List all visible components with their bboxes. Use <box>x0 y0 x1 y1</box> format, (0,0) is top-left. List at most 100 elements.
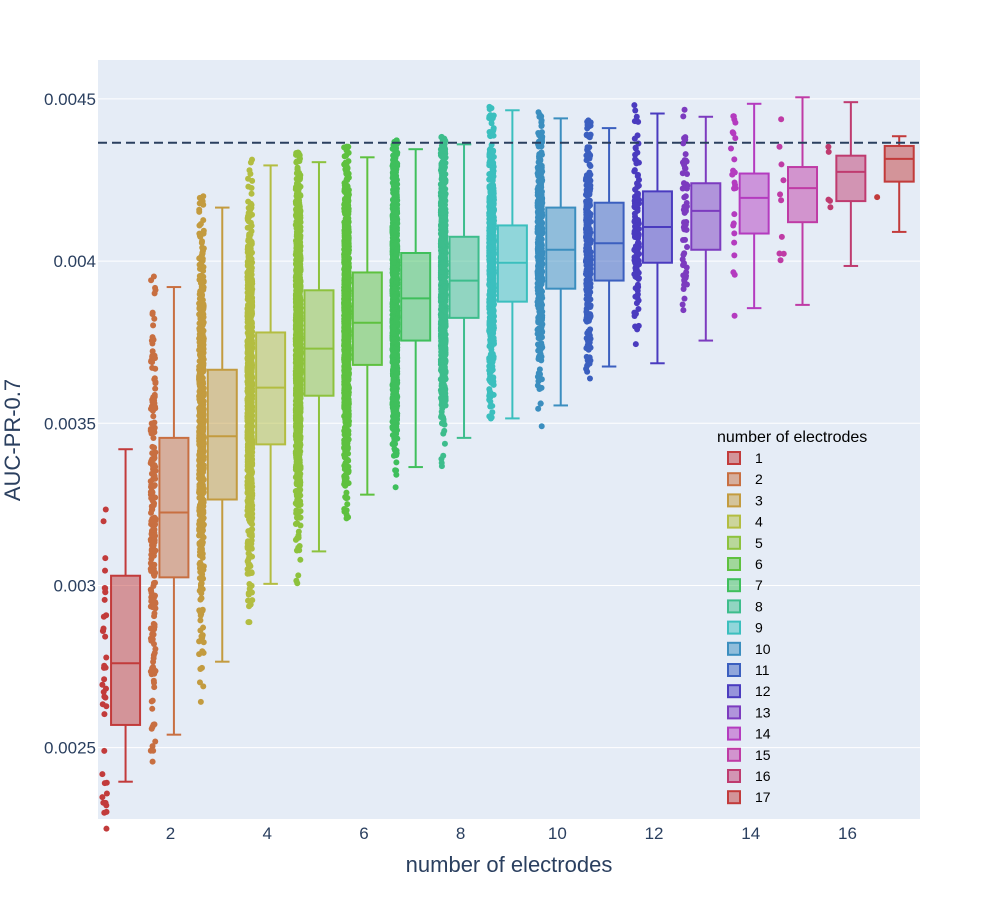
jitter-point <box>293 577 300 584</box>
jitter-point <box>344 392 351 399</box>
jitter-point <box>197 665 204 672</box>
jitter-point <box>295 528 302 535</box>
jitter-point <box>345 191 352 198</box>
y-tick-label: 0.003 <box>53 576 96 595</box>
jitter-point <box>293 206 300 213</box>
jitter-point <box>245 453 252 460</box>
jitter-point <box>147 560 154 567</box>
jitter-point <box>245 619 252 626</box>
jitter-point <box>100 613 107 620</box>
jitter-point <box>101 676 108 683</box>
jitter-point <box>292 274 299 281</box>
jitter-point <box>342 383 349 390</box>
jitter-point <box>101 780 108 787</box>
jitter-point <box>248 190 255 197</box>
jitter-point <box>151 355 158 362</box>
jitter-point <box>196 194 203 201</box>
jitter-point <box>197 559 204 566</box>
jitter-point <box>246 488 253 495</box>
jitter-point <box>101 662 108 669</box>
jitter-point <box>199 474 206 481</box>
jitter-point <box>148 358 155 365</box>
jitter-point <box>102 633 109 640</box>
x-tick-label: 4 <box>263 824 272 843</box>
jitter-point <box>341 352 348 359</box>
jitter-point <box>245 327 252 334</box>
jitter-point <box>151 621 158 628</box>
jitter-point <box>149 705 156 712</box>
jitter-point <box>196 587 203 594</box>
jitter-point <box>295 349 302 356</box>
jitter-point <box>345 397 352 404</box>
x-tick-label: 12 <box>645 824 664 843</box>
jitter-point <box>102 506 109 513</box>
jitter-point <box>150 322 157 329</box>
jitter-point <box>295 534 302 541</box>
jitter-point <box>147 405 154 412</box>
jitter-point <box>295 367 302 374</box>
x-tick-label: 16 <box>838 824 857 843</box>
jitter-point <box>198 595 205 602</box>
jitter-point <box>150 655 157 662</box>
jitter-point <box>196 272 203 279</box>
jitter-point <box>100 689 107 696</box>
jitter-point <box>245 284 252 291</box>
jitter-point <box>343 489 350 496</box>
jitter-point <box>344 445 351 452</box>
jitter-point <box>246 259 253 266</box>
jitter-point <box>101 711 108 718</box>
jitter-point <box>344 183 351 190</box>
jitter-point <box>102 567 109 574</box>
jitter-point <box>199 567 206 574</box>
jitter-point <box>149 443 156 450</box>
jitter-point <box>245 416 252 423</box>
jitter-point <box>246 469 253 476</box>
jitter-point <box>247 159 254 166</box>
jitter-point <box>247 540 254 547</box>
jitter-point <box>345 428 352 435</box>
jitter-point <box>147 489 154 496</box>
jitter-point <box>149 334 156 341</box>
jitter-point <box>151 666 158 673</box>
jitter-point <box>149 540 156 547</box>
jitter-point <box>149 532 156 539</box>
jitter-point <box>297 340 304 347</box>
jitter-point <box>344 367 351 374</box>
jitter-point <box>196 200 203 207</box>
jitter-point <box>151 315 158 322</box>
jitter-point <box>196 457 203 464</box>
x-tick-label: 10 <box>548 824 567 843</box>
jitter-point <box>150 435 157 442</box>
jitter-point <box>345 234 352 241</box>
jitter-point <box>151 391 158 398</box>
jitter-point <box>248 495 255 502</box>
jitter-point <box>200 683 207 690</box>
y-tick-label: 0.0045 <box>44 90 96 109</box>
jitter-point <box>149 311 156 318</box>
jitter-point <box>147 427 154 434</box>
jitter-point <box>200 314 207 321</box>
jitter-point <box>148 277 155 284</box>
jitter-point <box>199 238 206 245</box>
jitter-point <box>152 738 159 745</box>
jitter-point <box>197 288 204 295</box>
jitter-point <box>245 528 252 535</box>
jitter-point <box>293 514 300 521</box>
jitter-point <box>294 432 301 439</box>
jitter-point <box>295 149 302 156</box>
jitter-point <box>248 278 255 285</box>
jitter-point <box>200 227 207 234</box>
jitter-point <box>102 585 109 592</box>
jitter-point <box>245 591 252 598</box>
jitter-point <box>249 298 256 305</box>
jitter-point <box>292 379 299 386</box>
jitter-point <box>199 554 206 561</box>
jitter-point <box>293 487 300 494</box>
jitter-point <box>294 164 301 171</box>
jitter-point <box>343 300 350 307</box>
jitter-point <box>197 465 204 472</box>
jitter-point <box>150 421 157 428</box>
jitter-point <box>246 289 253 296</box>
jitter-point <box>147 635 154 642</box>
jitter-point <box>151 376 158 383</box>
